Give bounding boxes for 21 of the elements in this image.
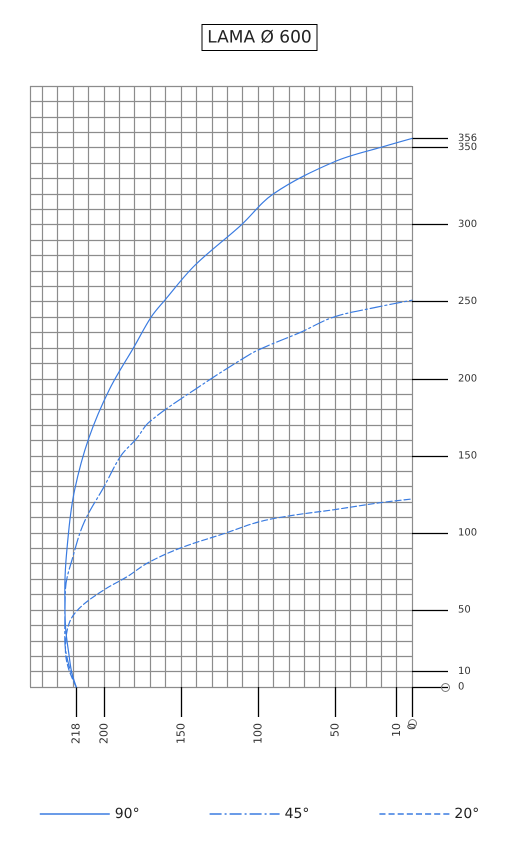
- x-tick-label: 150: [174, 723, 188, 744]
- legend-label: 20°: [454, 806, 480, 822]
- x-tick-label: 10: [390, 723, 404, 737]
- y-tick-label: 350: [458, 142, 478, 154]
- y-tick-label: 356: [458, 132, 478, 144]
- y-tick-label: 200: [458, 373, 478, 384]
- legend-label: 90°: [114, 806, 140, 822]
- y-tick-label: 10: [458, 666, 471, 678]
- y-tick-label: 250: [458, 296, 478, 308]
- x-tick-label: 50: [328, 723, 342, 737]
- chart-title: LAMA Ø 600: [207, 28, 312, 48]
- y-tick-label: 0: [458, 682, 464, 692]
- legend-label: 45°: [284, 806, 310, 822]
- y-tick-label: 50: [458, 604, 471, 616]
- x-tick-label: 100: [251, 723, 264, 744]
- y-tick-label: 150: [458, 450, 478, 462]
- x-tick-label: 0: [406, 723, 418, 730]
- y-tick-label: 100: [458, 527, 478, 538]
- y-tick-label: 300: [458, 219, 478, 230]
- x-tick-label: 218: [70, 723, 83, 744]
- x-tick-label: 200: [97, 723, 110, 744]
